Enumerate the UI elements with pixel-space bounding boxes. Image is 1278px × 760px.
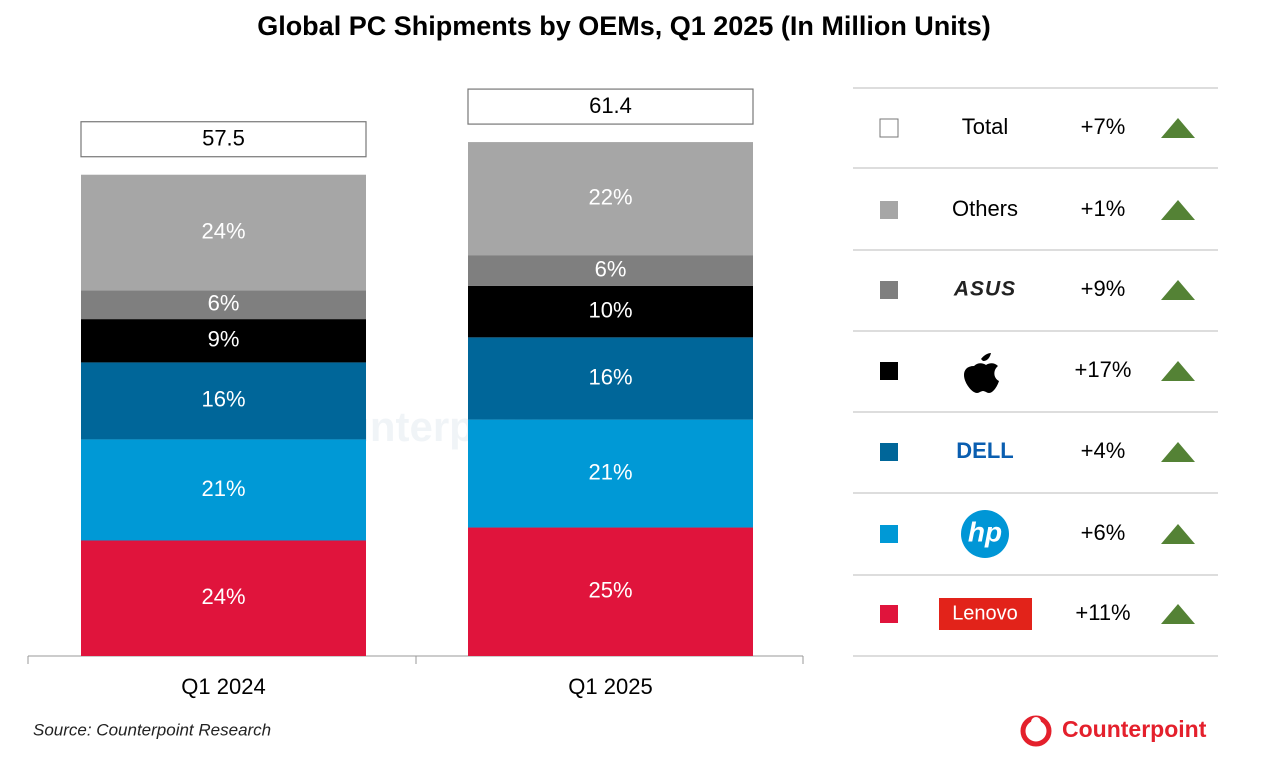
legend-swatch	[880, 525, 898, 543]
growth-arrow	[1161, 200, 1195, 220]
x-tick-label: Q1 2024	[181, 674, 265, 699]
bar-segment	[81, 174, 366, 291]
growth-arrow	[1161, 118, 1195, 138]
bar-segment	[81, 362, 366, 440]
legend-swatch	[880, 605, 898, 623]
value-label: 6%	[208, 290, 240, 315]
legend-label: Others	[952, 196, 1018, 221]
legend-logo: DELL	[956, 438, 1013, 463]
legend-change: +9%	[1081, 276, 1126, 301]
legend-swatch	[880, 281, 898, 299]
value-label: 21%	[201, 476, 245, 501]
legend-change: +17%	[1075, 357, 1132, 382]
growth-arrow	[1161, 361, 1195, 381]
legend-change: +1%	[1081, 196, 1126, 221]
value-label: 16%	[201, 387, 245, 412]
brand: Counterpoint	[1062, 716, 1207, 742]
growth-arrow	[1161, 604, 1195, 624]
growth-arrow	[1161, 280, 1195, 300]
apple-logo	[964, 353, 999, 393]
legend-logo-bg	[939, 598, 1032, 630]
legend-label: Total	[962, 114, 1008, 139]
total-label: 57.5	[202, 126, 245, 151]
value-label: 24%	[201, 584, 245, 609]
brand-icon	[1031, 717, 1041, 727]
growth-arrow	[1161, 442, 1195, 462]
total-box	[80, 121, 367, 158]
bar-segment	[81, 319, 366, 363]
bar-segment	[468, 142, 753, 256]
value-label: 22%	[588, 184, 632, 209]
legend-change: +4%	[1081, 438, 1126, 463]
value-label: 9%	[208, 327, 240, 352]
total-label: 61.4	[589, 93, 632, 118]
value-label: 6%	[595, 256, 627, 281]
bar-segment	[468, 419, 753, 528]
value-label: 21%	[588, 459, 632, 484]
source: Source: Counterpoint Research	[33, 720, 271, 739]
legend-logo: Lenovo	[952, 602, 1018, 624]
legend-logo-bg	[961, 510, 1009, 558]
value-label: 16%	[588, 364, 632, 389]
legend-swatch	[880, 443, 898, 461]
total-box	[467, 88, 754, 125]
growth-arrow	[1161, 524, 1195, 544]
bar-segment	[81, 540, 366, 656]
bar-segment	[81, 290, 366, 320]
bar-segment	[468, 285, 753, 338]
legend-logo: ASUS	[953, 278, 1016, 301]
legend-change: +7%	[1081, 114, 1126, 139]
value-label: 24%	[201, 218, 245, 243]
bar-segment	[81, 439, 366, 541]
x-tick-label: Q1 2025	[568, 674, 652, 699]
value-label: 25%	[588, 578, 632, 603]
value-label: 10%	[588, 297, 632, 322]
bar-segment	[468, 255, 753, 286]
chart-title: Global PC Shipments by OEMs, Q1 2025 (In…	[257, 11, 991, 41]
legend-change: +11%	[1075, 600, 1130, 625]
legend-swatch	[880, 362, 898, 380]
legend-swatch	[879, 118, 899, 138]
legend-logo: hp	[968, 516, 1002, 547]
bar-segment	[468, 337, 753, 420]
brand-logo: Counterpoint	[1020, 715, 1207, 747]
legend-swatch	[880, 201, 898, 219]
bar-segment	[468, 527, 753, 656]
legend-change: +6%	[1081, 520, 1126, 545]
